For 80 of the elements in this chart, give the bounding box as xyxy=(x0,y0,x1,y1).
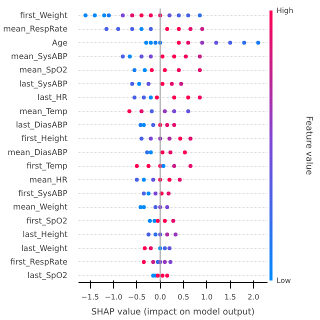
point xyxy=(140,136,144,141)
point xyxy=(176,40,181,45)
point xyxy=(178,178,182,182)
y-tick-label: last_HR xyxy=(37,93,68,102)
point xyxy=(160,274,164,278)
point xyxy=(142,122,146,127)
point xyxy=(104,27,108,32)
y-tick-label: first_Height xyxy=(21,134,68,144)
point xyxy=(92,13,97,18)
point xyxy=(178,136,182,141)
point xyxy=(142,68,147,72)
point xyxy=(160,150,164,154)
point xyxy=(186,40,190,45)
x-axis-title: SHAP value (impact on model output) xyxy=(91,308,255,318)
y-tick-label: last_SpO2 xyxy=(28,271,68,280)
point xyxy=(148,150,153,154)
point xyxy=(162,68,167,72)
point xyxy=(256,40,260,45)
point xyxy=(148,136,153,141)
point xyxy=(120,13,125,18)
point xyxy=(134,178,139,182)
point xyxy=(198,68,202,72)
y-tick-label: mean_DiasABP xyxy=(8,148,68,157)
point xyxy=(172,122,176,127)
point xyxy=(198,13,202,18)
point xyxy=(168,178,172,182)
point xyxy=(160,54,164,58)
y-tick-label: first_SysABP xyxy=(18,188,68,198)
point xyxy=(188,136,192,141)
point xyxy=(142,205,146,210)
point xyxy=(154,96,159,100)
point xyxy=(172,109,176,114)
y-tick-label: mean_SpO2 xyxy=(19,66,68,75)
point xyxy=(148,40,153,45)
point xyxy=(165,232,170,237)
y-tick-label: first_Temp xyxy=(26,162,68,171)
point xyxy=(165,205,170,210)
point xyxy=(142,191,146,196)
y-tick-label: first_Weight xyxy=(20,10,68,20)
point xyxy=(150,68,154,72)
point xyxy=(146,191,150,196)
point xyxy=(128,54,132,58)
point xyxy=(165,274,170,278)
y-tick-label: last_Weight xyxy=(21,244,68,253)
y-tick-label: last_SysABP xyxy=(19,79,68,88)
color-bar-title: Feature value xyxy=(304,116,314,176)
y-tick-label: last_Height xyxy=(22,230,68,240)
point xyxy=(142,178,146,182)
point xyxy=(146,232,150,237)
y-tick-label: first_SpO2 xyxy=(26,216,68,226)
point xyxy=(154,191,158,196)
point xyxy=(162,218,167,223)
point xyxy=(130,13,134,18)
point xyxy=(152,218,157,223)
point xyxy=(120,54,125,58)
y-tick-label: mean_HR xyxy=(29,175,68,184)
point xyxy=(200,40,204,45)
y-tick-label: mean_Temp xyxy=(19,106,68,116)
point xyxy=(162,109,167,114)
point xyxy=(130,82,134,86)
point xyxy=(132,96,136,100)
point xyxy=(156,274,160,278)
point xyxy=(186,13,190,18)
y-tick-label: last_DiasABP xyxy=(16,120,68,130)
point xyxy=(162,260,167,264)
point xyxy=(160,82,164,86)
y-tick-label: Age xyxy=(52,38,68,48)
y-tick-label: mean_SysABP xyxy=(11,52,68,61)
point xyxy=(182,150,187,154)
y-tick-label: first_RespRate xyxy=(10,257,68,266)
point xyxy=(168,136,172,141)
y-tick-label: mean_Weight xyxy=(12,202,68,212)
point xyxy=(188,164,192,168)
point xyxy=(148,54,153,58)
point xyxy=(156,218,160,223)
point xyxy=(168,260,172,264)
point xyxy=(174,232,178,237)
point xyxy=(172,96,176,100)
y-tick-label: mean_RespRate xyxy=(3,24,68,34)
point xyxy=(137,82,142,86)
